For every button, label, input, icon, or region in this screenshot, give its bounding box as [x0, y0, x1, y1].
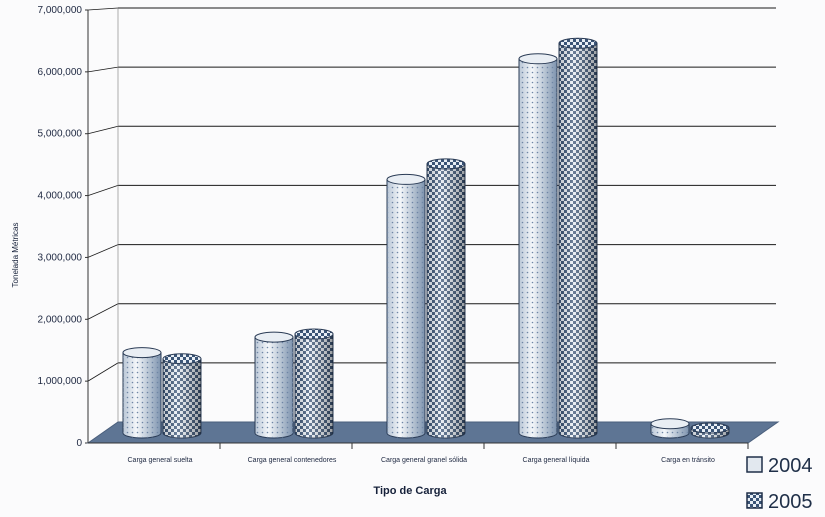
y-tick-label: 7,000,000 — [38, 5, 83, 16]
x-tick-label: Carga general líquida — [523, 457, 590, 464]
bar-2005-cap — [294, 328, 334, 340]
bar-2005-cap — [690, 422, 730, 434]
bar-2004-texture — [255, 337, 293, 438]
bar-2004-cap — [650, 418, 690, 430]
bar-2004-texture — [387, 179, 425, 438]
x-axis-title: Tipo de Carga — [373, 485, 447, 497]
legend-label-2004: 2004 — [768, 455, 813, 477]
bar-2005-cap — [426, 158, 466, 170]
gridline-diagonal — [87, 66, 119, 73]
bar-2005-cap — [558, 37, 598, 49]
legend: 2004 2005 — [746, 455, 813, 513]
bar-2004 — [650, 418, 690, 439]
gridline-diagonal — [87, 244, 119, 258]
bar-2004-texture — [519, 58, 557, 439]
bar-2005 — [426, 158, 466, 439]
bars — [122, 37, 730, 439]
x-tick-label: Carga en tránsito — [661, 457, 715, 464]
legend-swatch-2005 — [746, 492, 763, 509]
x-tick-label: Carga general suelta — [128, 457, 193, 464]
y-tick-label: 1,000,000 — [38, 376, 83, 387]
y-tick-label: 2,000,000 — [38, 314, 83, 325]
bar-2005-shading — [295, 334, 333, 438]
gridline-diagonal — [87, 125, 119, 135]
bar-2004-texture — [123, 352, 161, 438]
y-tick-label: 3,000,000 — [38, 252, 83, 263]
bar-2005-cap — [162, 353, 202, 365]
bar-2004 — [122, 347, 162, 439]
y-axis: 0 1,000,000 2,000,000 3,000,000 4,000,000 5,0… — [38, 5, 119, 449]
legend-swatch-2004 — [746, 456, 763, 473]
bar-2004 — [518, 53, 558, 439]
gridline-diagonal — [87, 185, 119, 196]
x-tick-label: Carga general granel sólida — [381, 457, 467, 464]
gridline-diagonal — [87, 7, 119, 11]
bar-2004-cap — [254, 331, 294, 343]
bar-2004-cap — [386, 173, 426, 185]
bar-2005 — [558, 37, 598, 439]
bar-2004-cap — [518, 53, 558, 65]
x-axis-labels: Carga general suelta Carga general conten… — [128, 443, 749, 464]
bar-2004 — [386, 173, 426, 439]
bar-2005 — [294, 328, 334, 439]
y-tick-label: 0 — [76, 438, 82, 449]
bar-2005 — [162, 353, 202, 439]
bar-2004-cap — [122, 347, 162, 359]
bar-2005 — [690, 422, 730, 439]
y-tick-label: 6,000,000 — [38, 67, 83, 78]
bar-2005-shading — [163, 358, 201, 438]
gridline-diagonal — [87, 303, 119, 320]
y-axis-title: Tonelada Métricas — [11, 223, 20, 288]
bar-2005-shading — [427, 163, 465, 438]
y-tick-label: 4,000,000 — [38, 191, 83, 202]
bar-2004 — [254, 331, 294, 439]
y-tick-label: 5,000,000 — [38, 129, 83, 140]
legend-label-2005: 2005 — [768, 491, 813, 513]
bar-2005-shading — [559, 43, 597, 439]
x-tick-label: Carga general contenedores — [248, 457, 337, 464]
gridline-diagonal — [87, 362, 119, 382]
